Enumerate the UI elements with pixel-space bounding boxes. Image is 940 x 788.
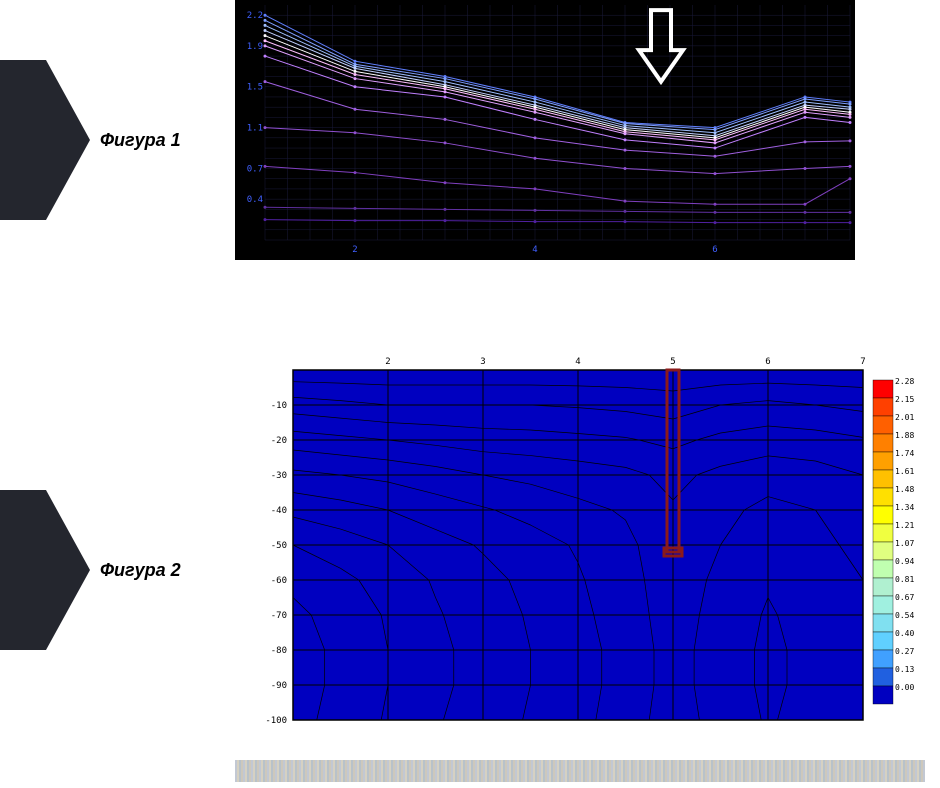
svg-text:2.2: 2.2 [247, 11, 263, 21]
svg-text:0.00: 0.00 [895, 683, 914, 692]
svg-text:1.21: 1.21 [895, 521, 914, 530]
svg-text:1.07: 1.07 [895, 539, 914, 548]
svg-text:5: 5 [670, 357, 675, 367]
svg-text:6: 6 [712, 245, 717, 255]
svg-text:6: 6 [765, 357, 770, 367]
svg-text:1.48: 1.48 [895, 485, 914, 494]
figure2-heatmap: 2 3 4 5 6 7 -10 -20 -30 -40 -50 -60 -70 -80 -90 -100 2.2… [235, 350, 925, 740]
svg-text:-100: -100 [265, 716, 287, 726]
svg-text:1.74: 1.74 [895, 449, 914, 458]
svg-text:-80: -80 [271, 646, 287, 656]
svg-text:4: 4 [532, 245, 537, 255]
decorative-strip [235, 760, 925, 782]
svg-text:0.67: 0.67 [895, 593, 914, 602]
svg-text:7: 7 [860, 357, 865, 367]
svg-text:1.61: 1.61 [895, 467, 914, 476]
svg-text:4: 4 [575, 357, 580, 367]
svg-text:3: 3 [480, 357, 485, 367]
svg-text:0.4: 0.4 [247, 195, 263, 205]
svg-text:-50: -50 [271, 541, 287, 551]
svg-text:1.1: 1.1 [247, 124, 263, 134]
svg-text:0.54: 0.54 [895, 611, 914, 620]
svg-text:-40: -40 [271, 506, 287, 516]
figure1-chart: 2 4 6 0.4 0.7 1.1 1.5 1.9 2.2 [235, 0, 855, 260]
chevron-shape [0, 60, 90, 220]
svg-text:-30: -30 [271, 471, 287, 481]
svg-text:-90: -90 [271, 681, 287, 691]
svg-text:-10: -10 [271, 401, 287, 411]
svg-text:2: 2 [385, 357, 390, 367]
svg-text:1.9: 1.9 [247, 42, 263, 52]
svg-text:0.81: 0.81 [895, 575, 914, 584]
svg-text:1.88: 1.88 [895, 431, 914, 440]
figure2-label-block: Фигура 2 [0, 490, 220, 650]
chevron-shape [0, 490, 90, 650]
svg-text:0.7: 0.7 [247, 164, 263, 174]
svg-text:2.15: 2.15 [895, 395, 914, 404]
svg-text:0.40: 0.40 [895, 629, 914, 638]
svg-text:0.13: 0.13 [895, 665, 914, 674]
svg-text:2.01: 2.01 [895, 413, 914, 422]
svg-text:2.28: 2.28 [895, 377, 914, 386]
figure1-label-block: Фигура 1 [0, 60, 220, 220]
svg-text:-60: -60 [271, 576, 287, 586]
figure2-label: Фигура 2 [100, 560, 181, 581]
figure1-label: Фигура 1 [100, 130, 181, 151]
svg-text:2: 2 [352, 245, 357, 255]
svg-text:0.27: 0.27 [895, 647, 914, 656]
svg-text:1.34: 1.34 [895, 503, 914, 512]
svg-text:1.5: 1.5 [247, 83, 263, 93]
svg-text:0.94: 0.94 [895, 557, 914, 566]
svg-text:-20: -20 [271, 436, 287, 446]
svg-text:-70: -70 [271, 611, 287, 621]
